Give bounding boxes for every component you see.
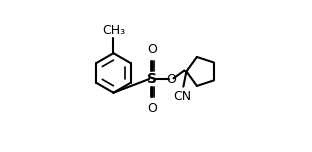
- Text: O: O: [147, 102, 157, 115]
- Text: O: O: [147, 43, 157, 56]
- Text: S: S: [147, 72, 157, 86]
- Text: CH₃: CH₃: [102, 24, 125, 37]
- Text: O: O: [166, 73, 176, 86]
- Text: CN: CN: [173, 90, 191, 103]
